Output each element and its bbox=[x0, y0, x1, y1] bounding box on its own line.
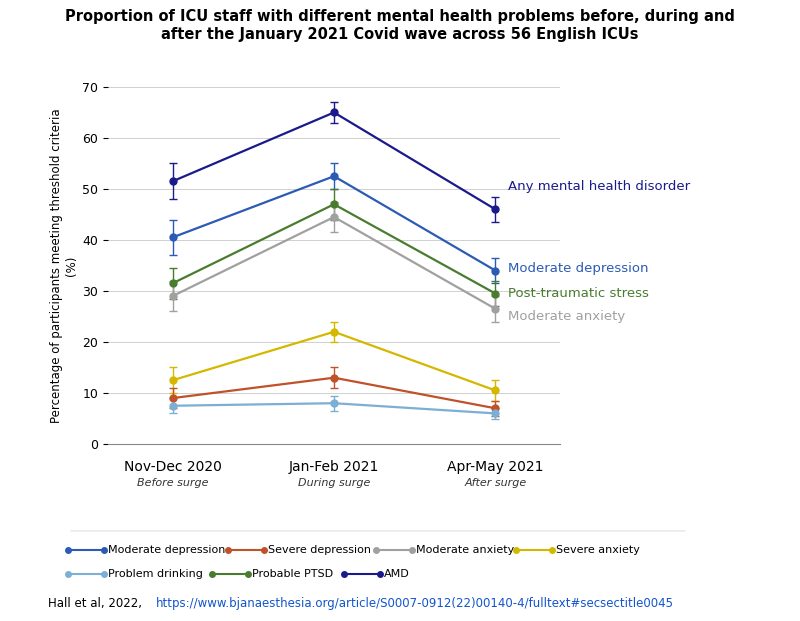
Text: Post-traumatic stress: Post-traumatic stress bbox=[508, 287, 650, 300]
Text: Moderate depression: Moderate depression bbox=[108, 545, 226, 555]
Text: Problem drinking: Problem drinking bbox=[108, 569, 203, 579]
Text: Severe anxiety: Severe anxiety bbox=[556, 545, 640, 555]
Text: https://www.bjanaesthesia.org/article/S0007-0912(22)00140-4/fulltext#secsectitle: https://www.bjanaesthesia.org/article/S0… bbox=[156, 597, 674, 610]
Text: Nov-Dec 2020: Nov-Dec 2020 bbox=[124, 460, 222, 474]
Text: Moderate anxiety: Moderate anxiety bbox=[508, 310, 626, 323]
Text: Hall et al, 2022,: Hall et al, 2022, bbox=[48, 597, 150, 610]
Text: Proportion of ICU staff with different mental health problems before, during and: Proportion of ICU staff with different m… bbox=[65, 9, 735, 42]
Text: Moderate anxiety: Moderate anxiety bbox=[416, 545, 514, 555]
Text: During surge: During surge bbox=[298, 478, 370, 488]
Text: After surge: After surge bbox=[464, 478, 526, 488]
Text: Severe depression: Severe depression bbox=[268, 545, 371, 555]
Text: Jan-Feb 2021: Jan-Feb 2021 bbox=[289, 460, 379, 474]
Text: Moderate depression: Moderate depression bbox=[508, 261, 649, 274]
Text: Any mental health disorder: Any mental health disorder bbox=[508, 180, 690, 193]
Text: AMD: AMD bbox=[384, 569, 410, 579]
Text: Before surge: Before surge bbox=[137, 478, 208, 488]
Text: Apr-May 2021: Apr-May 2021 bbox=[447, 460, 544, 474]
Text: Probable PTSD: Probable PTSD bbox=[252, 569, 333, 579]
Y-axis label: Percentage of participants meeting threshold criteria
(%): Percentage of participants meeting thres… bbox=[50, 108, 78, 423]
